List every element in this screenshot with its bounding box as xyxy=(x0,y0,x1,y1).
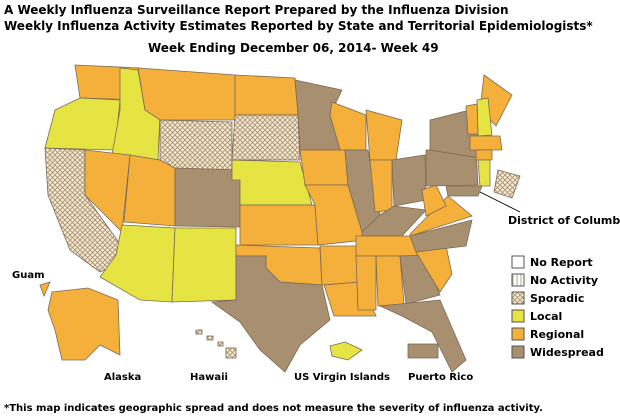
footnote: *This map indicates geographic spread an… xyxy=(4,403,543,414)
legend-label: Regional xyxy=(530,328,584,341)
week: Week Ending December 06, 2014- Week 49 xyxy=(148,41,439,55)
label: District of Columbia xyxy=(508,214,620,227)
legend-label: Sporadic xyxy=(530,292,584,305)
label: Guam xyxy=(12,270,45,281)
title: A Weekly Influenza Surveillance Report P… xyxy=(4,3,509,17)
label: Alaska xyxy=(104,372,141,383)
legend-label: Local xyxy=(530,310,562,323)
label: US Virgin Islands xyxy=(294,372,390,383)
subtitle: Weekly Influenza Activity Estimates Repo… xyxy=(4,19,593,33)
legend-label: Widespread xyxy=(530,346,604,359)
states xyxy=(39,64,521,373)
legend-label: No Report xyxy=(530,256,593,269)
legend-label: No Activity xyxy=(530,274,598,287)
label: Puerto Rico xyxy=(408,372,473,383)
label: Hawaii xyxy=(190,372,228,383)
legend: No Report No Activity Sporadic Local Regiona… xyxy=(511,255,604,359)
